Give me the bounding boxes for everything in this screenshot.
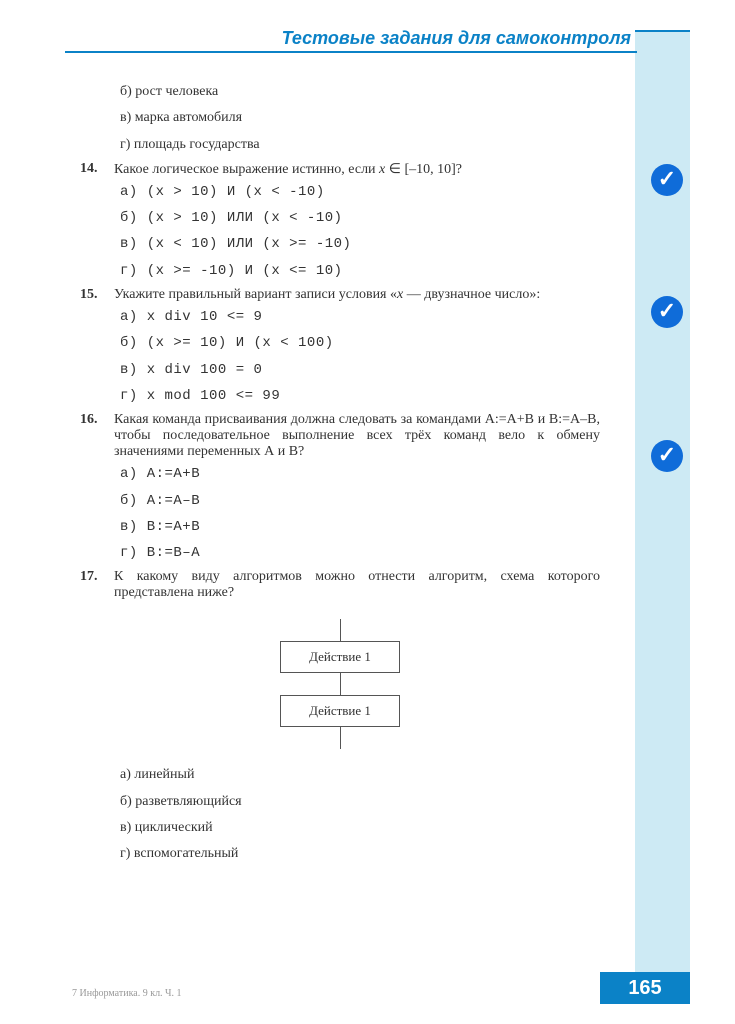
option-a: а) линейный [80, 765, 600, 785]
check-icon: ✓ [651, 164, 683, 196]
option-g: г) вспомогательный [80, 844, 600, 864]
page-header-title: Тестовые задания для самоконтроля [0, 28, 637, 49]
q15-before: Укажите правильный вариант записи услови… [114, 287, 397, 302]
check-icon: ✓ [651, 440, 683, 472]
option-v: в) (x < 10) ИЛИ (x >= -10) [80, 234, 600, 254]
main-content: б) рост человека в) марка автомобиля г) … [80, 82, 600, 871]
option-b: б) рост человека [80, 82, 600, 102]
q14-before: Какое логическое выражение истинно, если [114, 162, 379, 177]
option-a: а) A:=A+B [80, 464, 600, 484]
option-g: г) площадь государства [80, 135, 600, 155]
option-v: в) циклический [80, 818, 600, 838]
option-v: в) x div 100 = 0 [80, 360, 600, 380]
option-v: в) марка автомобиля [80, 108, 600, 128]
question-text: Укажите правильный вариант записи услови… [114, 287, 600, 303]
header-rule [65, 51, 637, 53]
check-icon: ✓ [651, 296, 683, 328]
option-b: б) (x > 10) ИЛИ (x < -10) [80, 208, 600, 228]
question-number: 14. [80, 161, 114, 178]
option-g: г) B:=B–A [80, 543, 600, 563]
option-v: в) B:=A+B [80, 517, 600, 537]
option-a: а) x div 10 <= 9 [80, 307, 600, 327]
option-a: а) (x > 10) И (x < -10) [80, 182, 600, 202]
flowchart-box-1: Действие 1 [280, 641, 400, 673]
option-g: г) (x >= -10) И (x <= 10) [80, 261, 600, 281]
page-number: 165 [600, 972, 690, 1004]
option-b: б) разветвляющийся [80, 792, 600, 812]
q14-after: ∈ [–10, 10]? [385, 162, 462, 177]
question-text: К какому виду алгоритмов можно отнести а… [114, 569, 600, 601]
option-b: б) A:=A–B [80, 491, 600, 511]
footer-text: 7 Информатика. 9 кл. Ч. 1 [72, 988, 182, 999]
flowchart-box-2: Действие 1 [280, 695, 400, 727]
question-number: 15. [80, 287, 114, 303]
question-number: 16. [80, 412, 114, 460]
flowchart-diagram: Действие 1 Действие 1 [270, 619, 410, 749]
question-text: Какое логическое выражение истинно, если… [114, 161, 600, 178]
question-number: 17. [80, 569, 114, 601]
question-text: Какая команда присваивания должна следов… [114, 412, 600, 460]
option-g: г) x mod 100 <= 99 [80, 386, 600, 406]
q15-after: — двузначное число»: [403, 287, 540, 302]
option-b: б) (x >= 10) И (x < 100) [80, 333, 600, 353]
